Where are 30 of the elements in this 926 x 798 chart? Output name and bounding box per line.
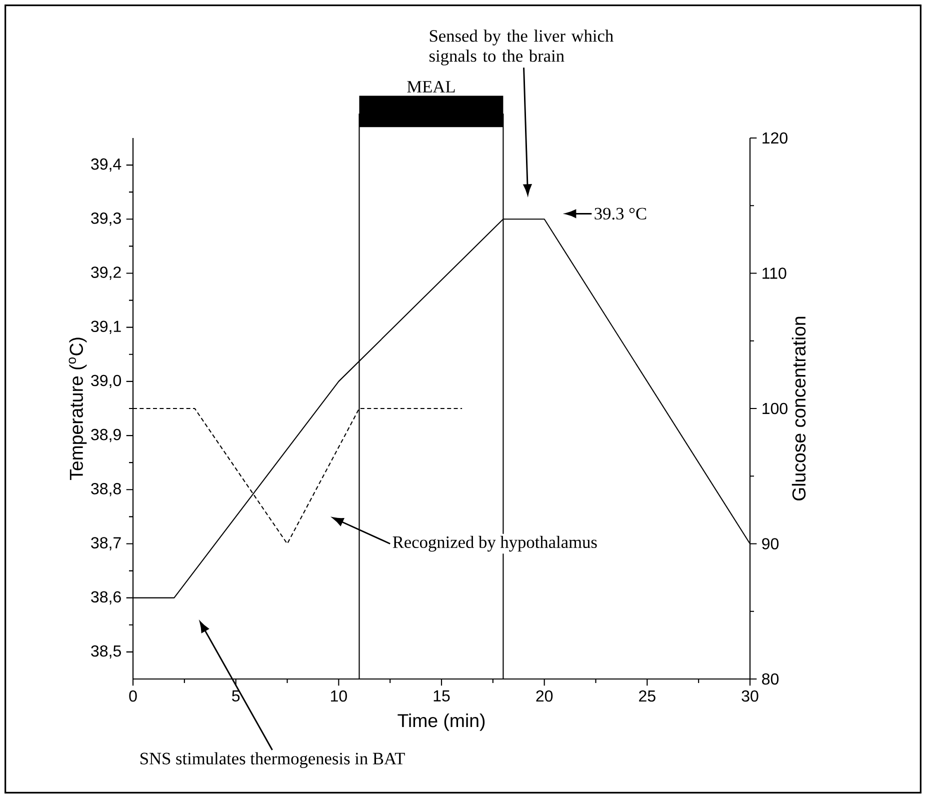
y2-tick-label: 120 [762, 132, 788, 144]
y2-axis-title: Glucose concentration [792, 316, 806, 500]
annotation: Recognized by hypothalamus [392, 536, 597, 552]
x-tick-label: 15 [434, 690, 450, 702]
y2-tick-label: 80 [762, 673, 779, 685]
x-tick-label: 25 [639, 690, 656, 702]
y2-tick-label: 90 [762, 538, 779, 550]
y-tick-label: 39,0 [91, 374, 122, 388]
y-tick-label: 38,5 [91, 645, 121, 659]
y2-tick-label: 110 [762, 268, 786, 279]
y-axis-title: Temperature ($^{o}$C) [68, 338, 87, 480]
annotation: 39.3 °C [594, 208, 646, 220]
y-tick-label: 39,4 [91, 158, 122, 172]
y-tick-label: 38,6 [91, 591, 121, 604]
y-tick-label: 38,9 [91, 428, 121, 442]
x-tick-label: 20 [536, 690, 553, 702]
text: SNS stimulates thermogenesis in BAT [140, 752, 405, 768]
y-tick-label: 39,3 [91, 212, 121, 226]
y-tick-label: 39,2 [91, 266, 121, 280]
y-tick-label: 38,7 [91, 537, 121, 550]
x-tick-label: 30 [742, 690, 758, 702]
x-tick-label: 0 [129, 690, 137, 702]
y-tick-label: 38,8 [91, 483, 121, 496]
y-tick-label: 39,1 [91, 320, 121, 334]
x-axis-title: Time (min) [398, 714, 485, 731]
text: Sensed by the liver which signals to the brain [429, 30, 614, 66]
y2-tick-label: 100 [762, 402, 788, 414]
text: MEAL [407, 81, 455, 92]
x-tick-label: 5 [232, 690, 240, 702]
x-tick-label: 10 [330, 690, 347, 702]
